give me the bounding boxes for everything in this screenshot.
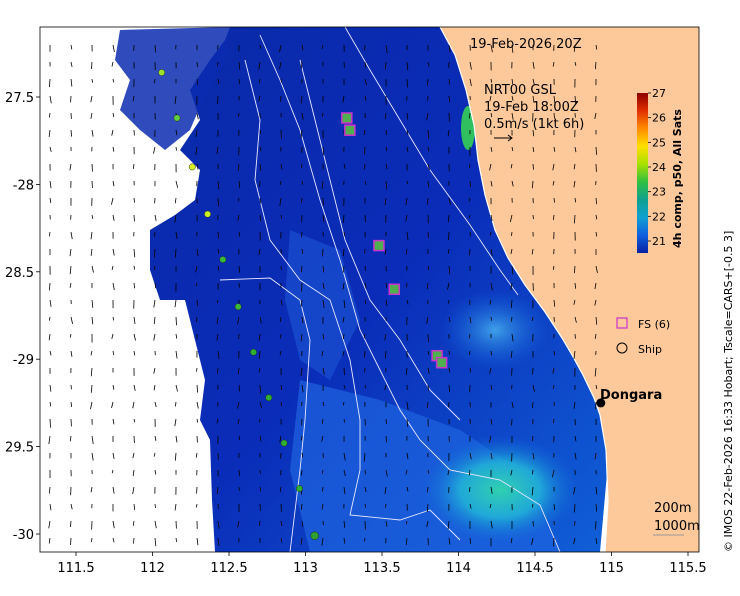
current-vector <box>365 266 366 271</box>
current-label-line1: NRT00 GSL <box>484 83 557 98</box>
current-vector <box>196 317 197 322</box>
current-vector <box>155 504 156 508</box>
x-tick-label: 115 <box>599 561 624 576</box>
current-vector <box>176 317 177 325</box>
fs-marker <box>345 125 355 135</box>
current-vector <box>134 198 135 203</box>
current-vector <box>91 62 92 69</box>
current-vector <box>154 249 155 258</box>
y-tick-label: 29.5 <box>5 441 34 456</box>
current-vector <box>386 419 387 424</box>
current-vector <box>386 130 387 135</box>
y-axis: 27.5 -28 28.5 -29 29.5 -30 <box>5 91 40 543</box>
colorbar-tick-label: 26 <box>652 112 666 125</box>
ship-dot <box>235 304 241 310</box>
current-vector <box>322 487 323 491</box>
ship-dot <box>174 115 180 121</box>
ship-dot <box>158 69 164 75</box>
sst-warm-eddy-2 <box>440 290 550 370</box>
current-vector <box>281 79 282 83</box>
current-vector <box>301 283 302 292</box>
colorbar-tick-label: 21 <box>652 235 666 248</box>
x-axis: 111.5 112 112.5 113 113.5 114 114.5 115 115.5 <box>57 552 706 576</box>
current-label-line3: 0.5m/s (1kt 6h) <box>484 117 584 132</box>
y-tick-label: -29 <box>13 353 34 368</box>
current-vector <box>197 62 198 67</box>
current-vector <box>385 504 386 508</box>
current-vector <box>364 147 365 154</box>
current-vector <box>259 79 260 83</box>
current-vector <box>364 164 365 169</box>
current-vector <box>49 283 50 290</box>
current-vector <box>469 249 470 255</box>
fs-marker <box>389 284 399 294</box>
contour-label-1000m: 1000m <box>654 519 700 534</box>
current-vector <box>49 232 50 236</box>
current-vector <box>133 538 134 544</box>
y-tick-label: -30 <box>13 528 34 543</box>
colorbar-tick-label: 25 <box>652 136 666 149</box>
colorbar-tick-label: 24 <box>652 161 666 174</box>
y-tick-label: -28 <box>13 178 34 193</box>
x-tick-label: 114 <box>446 561 471 576</box>
x-tick-label: 112.5 <box>210 561 247 576</box>
current-label-line2: 19-Feb 18:00Z <box>484 100 579 115</box>
footer-credit: © IMOS 22-Feb-2026 16:33 Hobart; Tscale=… <box>722 231 735 552</box>
current-vector <box>554 198 555 203</box>
current-vector <box>364 351 365 358</box>
current-vector <box>280 317 281 322</box>
current-vector <box>49 79 50 87</box>
y-tick-label: 27.5 <box>5 91 34 106</box>
current-vector <box>176 147 177 151</box>
x-tick-label: 111.5 <box>57 561 94 576</box>
current-vector <box>239 470 240 476</box>
date-title: 19-Feb-2026 20Z <box>470 37 582 52</box>
ship-dot <box>250 349 256 355</box>
current-vector <box>511 232 512 236</box>
legend-ship-label: Ship <box>638 343 662 356</box>
current-vector <box>449 79 450 84</box>
ship-dot <box>281 440 287 446</box>
current-vector <box>427 198 428 205</box>
x-tick-label: 113 <box>293 561 318 576</box>
legend-fs-label: FS (6) <box>638 318 670 331</box>
x-tick-label: 115.5 <box>669 561 706 576</box>
x-tick-label: 113.5 <box>363 561 400 576</box>
fs-marker <box>342 113 352 123</box>
ship-dot <box>311 532 319 540</box>
town-label: Dongara <box>600 388 662 403</box>
colorbar <box>637 93 648 253</box>
current-vector <box>301 198 302 203</box>
fs-marker <box>374 241 384 251</box>
current-vector <box>92 79 93 83</box>
ship-dot <box>220 256 226 262</box>
sst-warm-eddy <box>420 435 580 545</box>
colorbar-title: 4h comp, p50, All Sats <box>671 109 684 248</box>
colorbar-tick-label: 22 <box>652 210 666 223</box>
contour-label-200m: 200m <box>654 501 691 516</box>
x-tick-label: 114.5 <box>516 561 553 576</box>
current-vector <box>428 130 429 139</box>
ship-dot <box>204 211 210 217</box>
ship-dot <box>296 485 302 491</box>
ship-dot <box>189 164 195 170</box>
ship-dot <box>266 394 272 400</box>
current-vector <box>449 351 450 355</box>
current-vector <box>70 521 71 527</box>
current-vector <box>470 232 471 236</box>
fs-marker <box>437 358 447 368</box>
current-vector <box>50 419 51 428</box>
current-vector <box>532 402 533 408</box>
colorbar-tick-label: 27 <box>652 87 666 100</box>
x-tick-label: 112 <box>140 561 165 576</box>
colorbar-tick-label: 23 <box>652 186 666 199</box>
current-vector <box>260 45 261 49</box>
current-vector <box>427 402 428 408</box>
current-vector <box>448 402 449 407</box>
y-tick-label: 28.5 <box>5 266 34 281</box>
current-vector <box>448 232 449 240</box>
current-vector <box>49 487 50 494</box>
